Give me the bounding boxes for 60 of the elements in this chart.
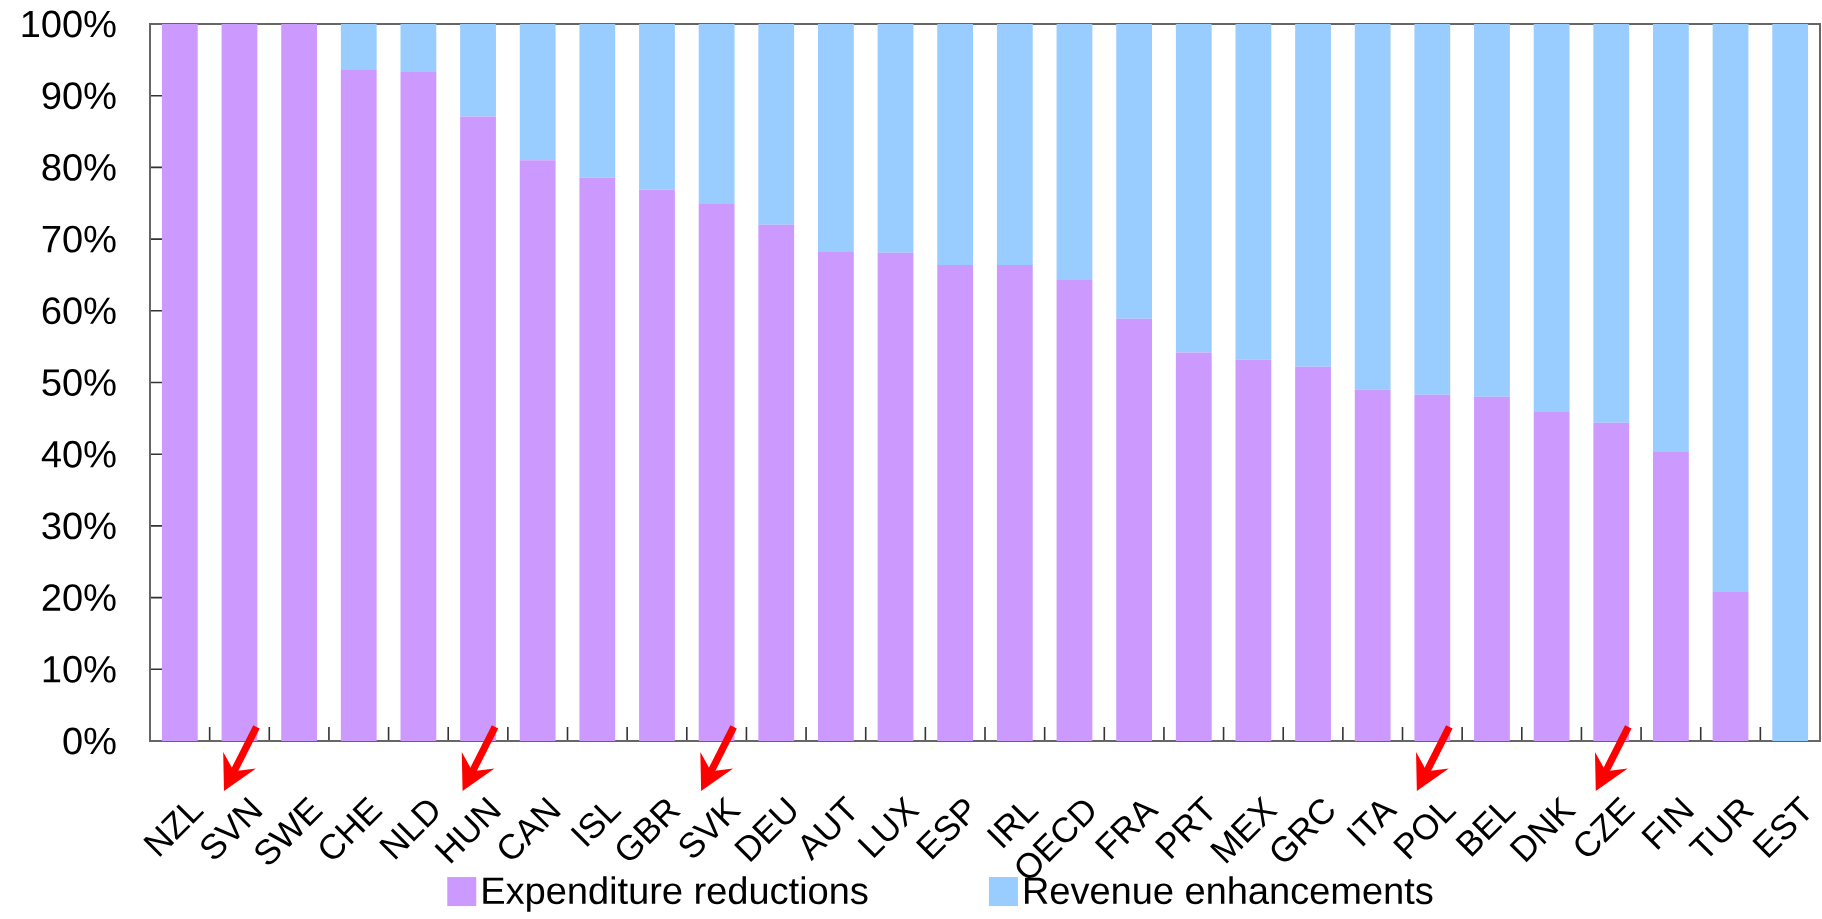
y-tick-label: 0% [63, 727, 116, 755]
bar [1414, 23, 1451, 395]
bar [340, 69, 377, 741]
bar [1235, 23, 1272, 360]
bar [996, 264, 1033, 741]
bar [1175, 23, 1212, 353]
bar [1354, 389, 1391, 741]
bar [1175, 352, 1212, 741]
y-tick-label: 90% [42, 82, 116, 110]
y-tick-label: 70% [42, 225, 116, 253]
bar [1116, 318, 1152, 741]
bar [1354, 23, 1391, 390]
bar [877, 23, 914, 253]
y-tick-label: 40% [41, 440, 116, 468]
bar [460, 23, 496, 117]
bar [1712, 23, 1749, 592]
bar [1056, 279, 1093, 741]
bar [937, 23, 974, 265]
legend-label: Revenue enhancements [1025, 876, 1433, 905]
bar [1653, 23, 1689, 452]
bar [639, 23, 675, 190]
bar [1533, 23, 1570, 412]
bar [1593, 23, 1630, 423]
bar [579, 177, 616, 741]
bar [1056, 23, 1093, 280]
bar [1712, 591, 1749, 741]
bar [1474, 23, 1510, 397]
bar [400, 71, 437, 741]
bar [1295, 366, 1331, 741]
bar [758, 23, 795, 225]
bar [818, 23, 854, 252]
bar [400, 23, 437, 72]
bar [937, 264, 974, 741]
bar [818, 251, 854, 741]
legend-label: Expenditure reductions [483, 876, 868, 912]
bar [579, 23, 616, 178]
bar [281, 23, 318, 741]
bar [340, 23, 377, 70]
bar [639, 189, 675, 741]
y-tick-label: 30% [42, 512, 116, 540]
bar [1653, 451, 1689, 741]
y-tick-label: 10% [43, 655, 116, 683]
bar [1533, 411, 1570, 741]
bar [161, 23, 198, 741]
y-tick-label: 20% [42, 584, 116, 612]
bar [996, 23, 1033, 265]
y-tick-label: 50% [42, 369, 116, 396]
bar [1235, 359, 1272, 741]
y-tick-label: 60% [42, 297, 116, 325]
bar [698, 23, 735, 204]
bar [1295, 23, 1331, 367]
y-tick-label: 80% [42, 153, 116, 181]
bar [1116, 23, 1152, 319]
bar [1772, 23, 1809, 741]
bar [519, 23, 556, 161]
bar [877, 252, 914, 741]
bar [1474, 396, 1510, 741]
bar [519, 160, 556, 741]
y-tick-label: 100% [22, 10, 116, 38]
bar [758, 224, 795, 741]
